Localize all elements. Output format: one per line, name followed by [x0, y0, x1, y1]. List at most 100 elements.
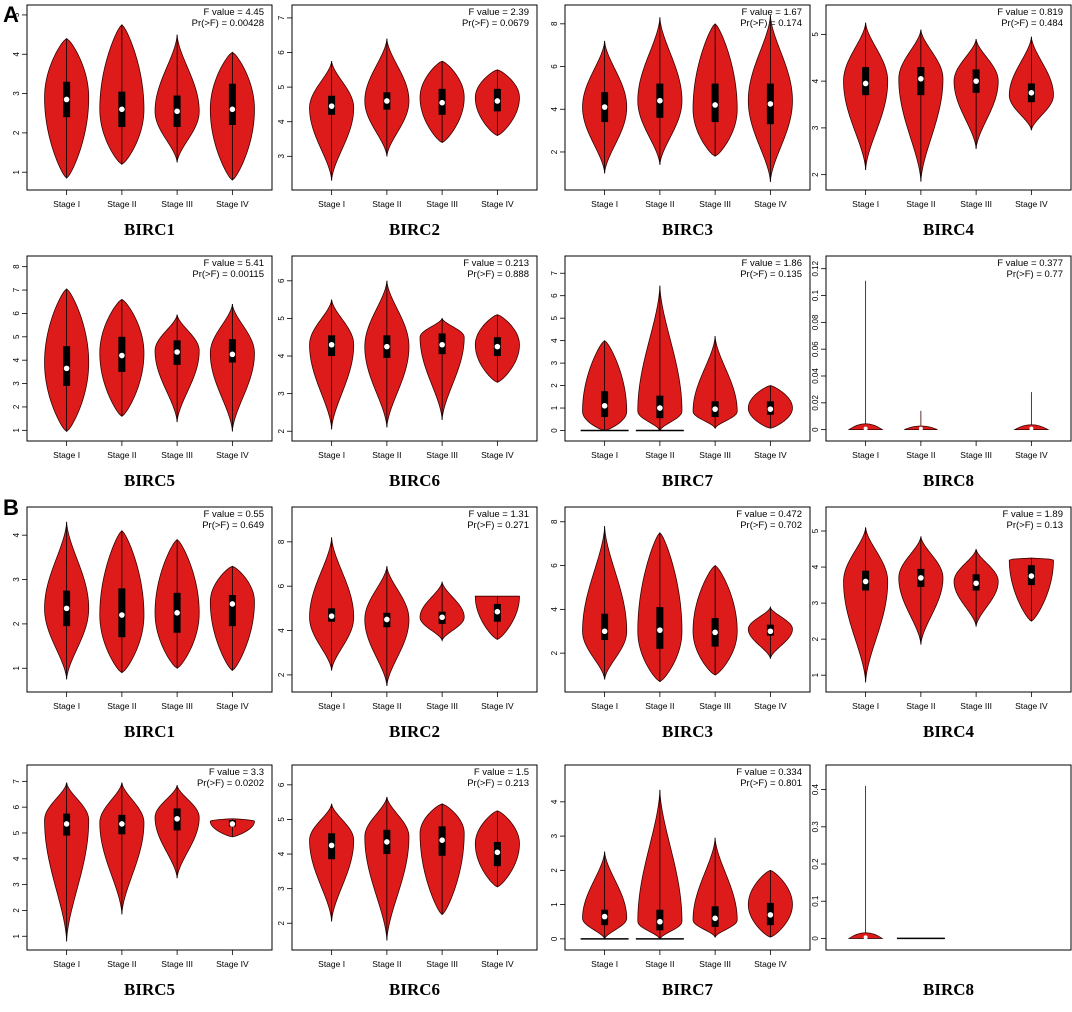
- y-tick-label: 2: [550, 650, 559, 655]
- median-dot: [712, 406, 718, 412]
- violin-3: [419, 60, 465, 143]
- plot-frame: [26, 4, 273, 191]
- y-tick-label: 6: [277, 278, 286, 283]
- median-dot: [439, 99, 445, 106]
- violin-chart-birc6-b: 2 3 4 5 6 F value = 1.5Pr(>F) = 0.213 Stage I S…: [277, 764, 538, 999]
- violin-3: [419, 803, 465, 916]
- y-tick-label: 3: [277, 391, 286, 396]
- gene-title: BIRC3: [662, 722, 713, 741]
- x-tick-label: Stage II: [906, 701, 935, 711]
- median-dot: [601, 913, 608, 920]
- y-tick-label: 1: [12, 933, 21, 938]
- p-value-text: Pr(>F) = 0.135: [740, 269, 802, 280]
- violin-1: [582, 526, 628, 680]
- y-tick-label: 4: [550, 607, 559, 612]
- x-tick-label: Stage III: [161, 701, 193, 711]
- y-tick-label: 3: [12, 882, 21, 887]
- f-value-text: F value = 1.86: [742, 258, 802, 269]
- violin-1: [582, 40, 628, 174]
- violin-4: [1013, 392, 1050, 431]
- x-tick-label: Stage I: [852, 199, 879, 209]
- median-dot: [328, 613, 335, 619]
- x-tick-label: Stage I: [852, 450, 879, 460]
- x-tick-label: Stage II: [107, 450, 136, 460]
- violin-3: [692, 837, 738, 938]
- x-tick-label: Stage IV: [1015, 450, 1048, 460]
- x-tick-label: Stage III: [699, 199, 731, 209]
- y-tick-label: 4: [811, 78, 820, 83]
- x-tick-label: Stage III: [960, 701, 992, 711]
- x-tick-label: Stage II: [645, 450, 674, 460]
- y-tick-label: 1: [811, 672, 820, 677]
- p-value-text: Pr(>F) = 0.00428: [192, 18, 264, 29]
- violin-chart-birc5-b: 1 2 3 4 5 6 7 F value = 3.3Pr(>F) = 0.0202 Stage…: [12, 764, 273, 999]
- violin-1: [309, 61, 355, 181]
- plot-frame: [26, 255, 273, 442]
- f-value-text: F value = 0.213: [463, 258, 529, 269]
- y-tick-label: 8: [550, 519, 559, 524]
- panel-label-b: B: [3, 495, 19, 520]
- x-tick-label: Stage IV: [481, 959, 514, 969]
- p-value-text: Pr(>F) = 0.0202: [197, 778, 264, 789]
- y-tick-label: 2: [550, 149, 559, 154]
- median-dot: [174, 349, 180, 355]
- violin-4: [209, 304, 255, 432]
- y-tick-label: 6: [550, 563, 559, 568]
- y-tick-label: 4: [12, 51, 21, 56]
- median-dot: [767, 406, 774, 412]
- violin-4: [209, 51, 255, 181]
- y-tick-label: 1: [12, 169, 21, 174]
- violin-1: [44, 288, 90, 433]
- violin-1: [44, 37, 90, 179]
- violin-2: [364, 796, 410, 941]
- x-tick-label: Stage IV: [481, 701, 514, 711]
- f-value-text: F value = 0.55: [204, 509, 264, 520]
- y-tick-label: 8: [12, 264, 21, 269]
- x-tick-label: Stage II: [645, 701, 674, 711]
- median-dot: [439, 837, 445, 843]
- y-tick-label: 3: [12, 91, 21, 96]
- x-tick-label: Stage II: [645, 959, 674, 969]
- median-dot: [328, 842, 335, 849]
- plot-frame: [291, 764, 538, 951]
- violin-4: [1008, 36, 1054, 131]
- violin-3: [953, 38, 999, 149]
- violin-3: [692, 336, 738, 430]
- median-dot: [119, 612, 125, 618]
- median-dot: [439, 341, 445, 348]
- median-dot: [229, 601, 236, 607]
- y-tick-label: 6: [277, 782, 286, 787]
- y-tick-label: 0.1: [811, 289, 820, 301]
- x-tick-label: Stage III: [699, 959, 731, 969]
- median-dot: [174, 815, 180, 822]
- y-tick-label: 5: [811, 528, 820, 533]
- y-tick-label: 2: [12, 908, 21, 913]
- violin-3: [154, 539, 200, 669]
- median-dot: [229, 821, 236, 827]
- violin-2: [898, 536, 944, 645]
- median-dot: [494, 343, 501, 350]
- plot-frame: [564, 506, 811, 693]
- gene-title: BIRC6: [389, 471, 440, 490]
- plot-frame: [825, 506, 1072, 693]
- violin-2: [898, 29, 944, 182]
- violin-1: [580, 340, 629, 432]
- y-tick-label: 6: [550, 293, 559, 298]
- y-tick-label: 0.02: [811, 394, 820, 410]
- x-tick-label: Stage II: [372, 450, 401, 460]
- x-tick-label: Stage III: [426, 959, 458, 969]
- violin-chart-birc8-b: 0 0.1 0.2 0.3 0.4 BIRC8: [811, 764, 1072, 999]
- median-dot: [229, 351, 236, 358]
- gene-title: BIRC7: [662, 471, 714, 490]
- median-dot: [767, 628, 774, 635]
- y-tick-label: 0.04: [811, 368, 820, 384]
- x-tick-label: Stage III: [161, 450, 193, 460]
- violin-2: [637, 17, 683, 165]
- x-tick-label: Stage I: [318, 450, 345, 460]
- iqr-box: [601, 613, 609, 641]
